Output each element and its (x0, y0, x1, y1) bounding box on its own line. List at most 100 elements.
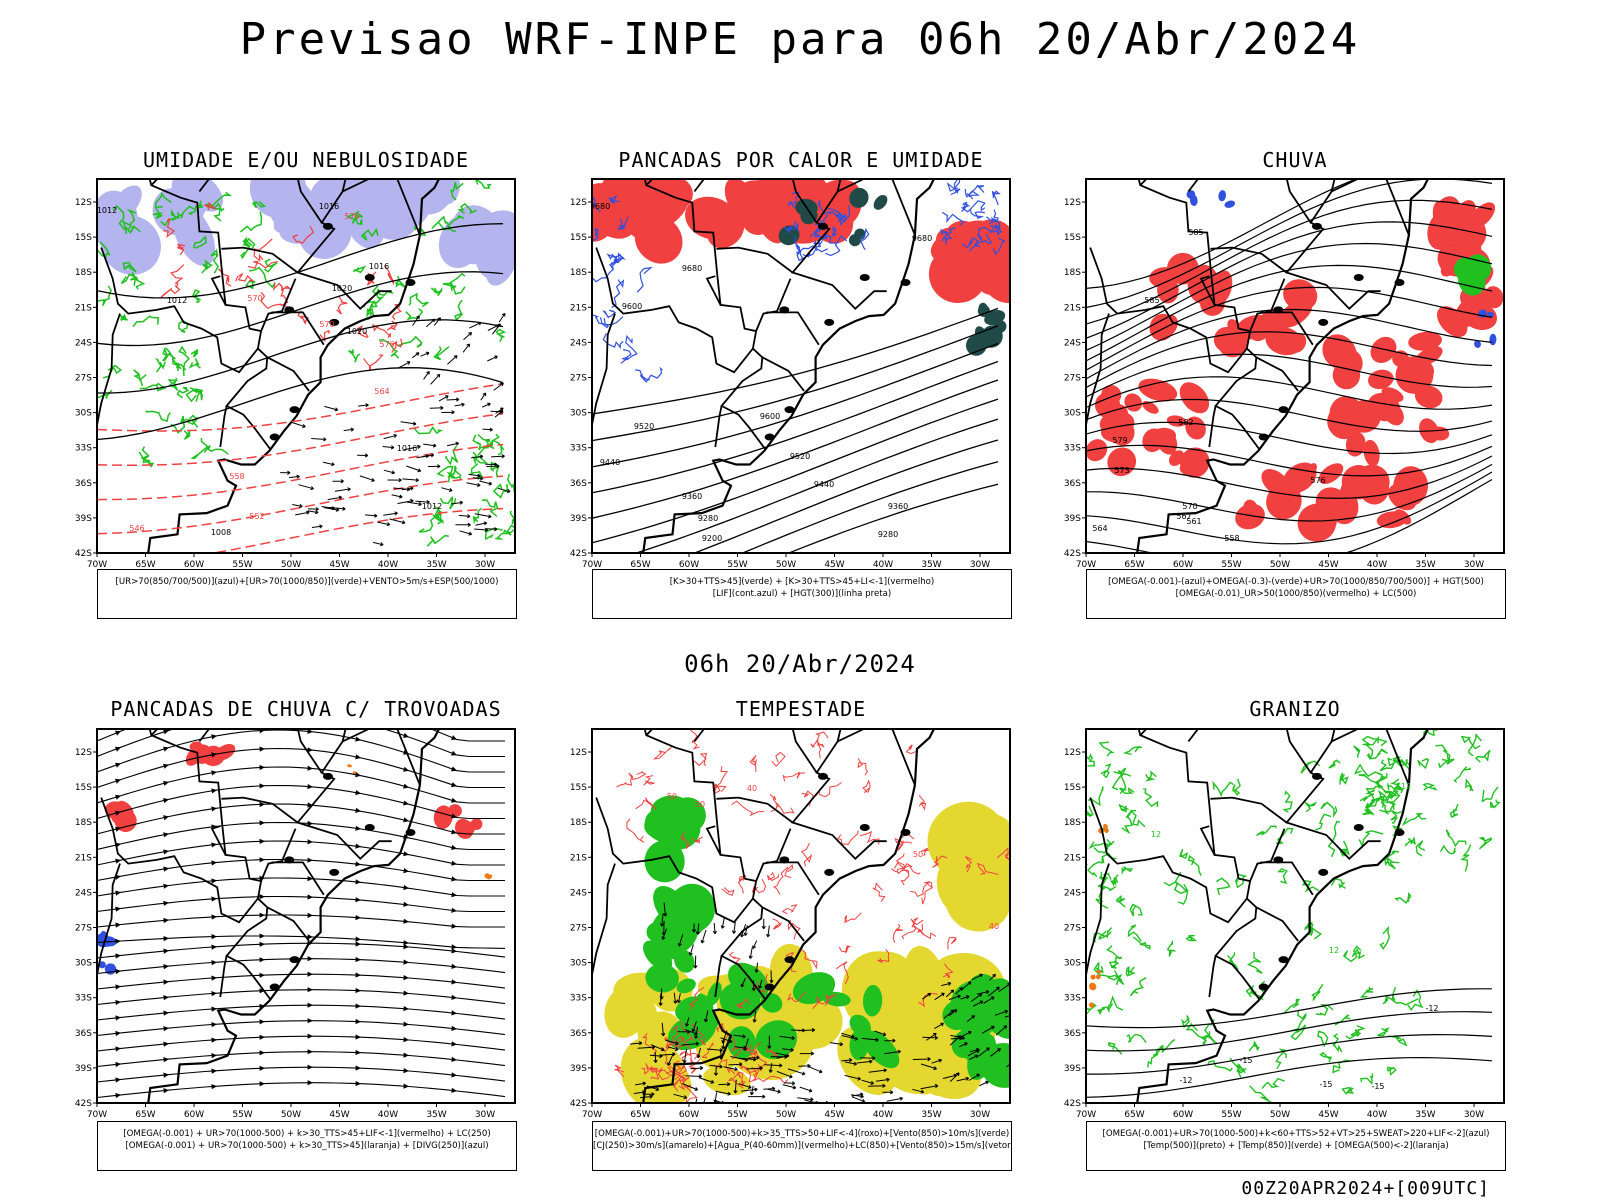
contour-value-label: 9600 (760, 412, 780, 421)
contour-line (673, 1076, 690, 1087)
contour-line (251, 200, 267, 209)
shaded-area (1259, 309, 1289, 336)
wind-vector (691, 1021, 697, 1033)
contour-value-label: 9360 (682, 492, 702, 501)
contour-line (592, 342, 999, 468)
wind-vector (693, 955, 698, 969)
wind-vector (748, 947, 753, 959)
wind-vector (966, 1015, 976, 1022)
contour-value-label: 9520 (790, 452, 810, 461)
border-line (714, 955, 723, 998)
contour-line (97, 319, 504, 394)
wind-vector (635, 1081, 647, 1086)
panel-legend: [UR>70(850/700/500)](azul)+[UR>70(1000/8… (97, 569, 517, 619)
wind-vector (383, 469, 395, 475)
contour-line (688, 1057, 698, 1074)
streamline-arrow (163, 948, 169, 954)
lon-tick-label: 55W (727, 1110, 747, 1120)
contour-line (1390, 809, 1402, 825)
contour-value-label: 50 (913, 850, 923, 859)
contour-line (1350, 1024, 1366, 1036)
wind-vector (487, 355, 498, 362)
lon-tick-label: 30W (1464, 1110, 1484, 1120)
wind-vector (776, 1070, 793, 1079)
contour-line (1435, 744, 1451, 763)
wind-vector (787, 1068, 806, 1076)
contour-line (1086, 471, 1493, 545)
contour-line (1361, 735, 1388, 747)
border-line (221, 246, 299, 274)
contour-line (97, 285, 112, 306)
shaded-area (1224, 200, 1236, 208)
contour-line (592, 398, 999, 544)
contour-value-label: 567 (1176, 512, 1191, 521)
streamline-arrow (259, 972, 265, 978)
streamline-arrow (403, 1037, 409, 1043)
contour-line (940, 228, 953, 245)
contour-line (132, 315, 160, 328)
shaded-area (849, 187, 869, 208)
contour-line (812, 995, 829, 1009)
contour-line (1181, 1015, 1190, 1029)
contour-line (965, 856, 973, 873)
contour-line (1086, 353, 1493, 398)
shaded-area (1383, 403, 1404, 426)
streamline-arrow (211, 1084, 217, 1090)
contour-line (433, 346, 450, 361)
contour-line (119, 313, 128, 322)
streamline-arrow (115, 1030, 121, 1037)
wind-vector (649, 1053, 663, 1059)
wind-vector (779, 1035, 795, 1041)
contour-line (418, 512, 440, 533)
main-title: Previsao WRF-INPE para 06h 20/Abr/2024 (239, 14, 1361, 65)
contour-line (782, 771, 806, 782)
shaded-area (1096, 969, 1102, 974)
contour-line (988, 218, 1002, 237)
streamline-arrow (355, 1065, 361, 1071)
wind-vector (844, 1074, 861, 1081)
border-line (836, 729, 916, 786)
contour-line (628, 771, 647, 781)
contour-line (753, 1075, 789, 1084)
contour-line (1207, 1060, 1233, 1072)
streamline-arrow (211, 734, 217, 740)
contour-value-label: 1020 (332, 284, 352, 293)
wind-vector (884, 1038, 896, 1043)
shaded-area (977, 304, 990, 318)
contour-line (1229, 1057, 1246, 1078)
lake-marker (824, 868, 835, 876)
streamline-arrow (211, 806, 217, 812)
wind-vector (332, 479, 344, 484)
contour-line (1185, 934, 1198, 942)
wind-vector (845, 1102, 846, 1103)
shaded-area (1103, 824, 1107, 830)
border-line (1137, 729, 1261, 1001)
contour-line (97, 271, 504, 347)
border-line (341, 729, 421, 786)
lon-tick-label: 40W (1367, 1110, 1387, 1120)
lat-tick-label: 24S (570, 338, 587, 348)
wind-vector (376, 521, 391, 527)
shaded-area (1235, 503, 1265, 530)
streamline-arrow (211, 944, 217, 950)
contour-line (408, 292, 429, 308)
border-line (705, 825, 722, 856)
lat-tick-label: 21S (75, 853, 92, 863)
wind-vector (948, 1009, 958, 1017)
lon-tick-label: 35W (1415, 1110, 1435, 1120)
contour-line (1332, 1059, 1351, 1074)
contour-line (1129, 977, 1147, 997)
contour-value-label: 579 (1112, 436, 1127, 445)
contour-line (1345, 1028, 1362, 1040)
coastline-east (147, 179, 441, 553)
streamline-arrow (451, 979, 457, 985)
contour-line (155, 191, 172, 209)
panel-title: CHUVA (1262, 148, 1328, 172)
contour-line (766, 1047, 780, 1060)
wind-vector (746, 1066, 763, 1071)
contour-value-label: 50 (695, 800, 705, 809)
contour-line (976, 862, 999, 875)
wind-vector (630, 1041, 643, 1046)
shaded-area (682, 1008, 719, 1037)
wind-vector (700, 929, 707, 944)
